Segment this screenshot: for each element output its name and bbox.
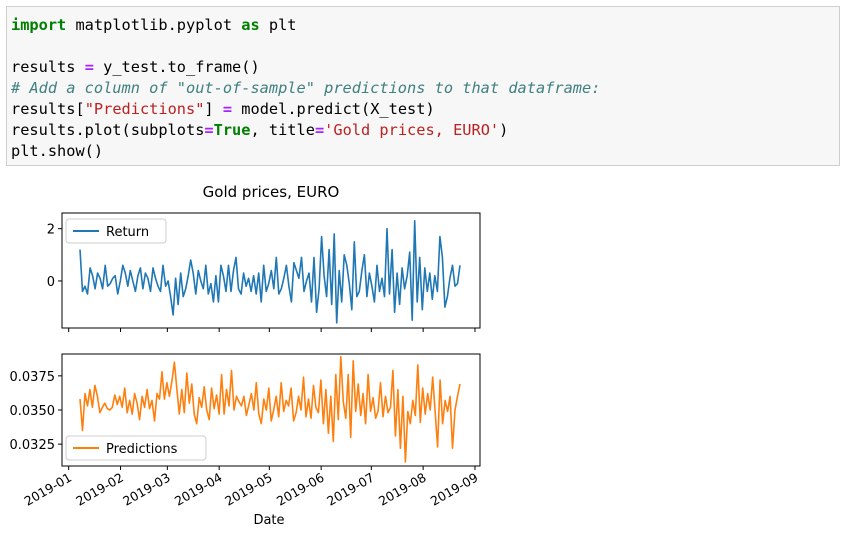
y-tick-label: 0.0325 (10, 438, 56, 453)
code-token: results.plot(subplots (11, 121, 205, 139)
code-line: plt.show() (11, 141, 600, 162)
code-line: results = y_test.to_frame() (11, 57, 600, 78)
x-tick-label: 2019-07 (324, 470, 377, 509)
code-token: # Add a column of "out-of-sample" predic… (11, 79, 601, 97)
legend-label: Return (106, 225, 149, 240)
code-token: , title (250, 121, 315, 139)
code-token: plt (259, 16, 297, 34)
chart-title: Gold prices, EURO (203, 183, 340, 201)
code-token: = (84, 58, 94, 76)
code-token: plt.show() (11, 142, 104, 160)
code-line (11, 36, 600, 57)
code-token: = (204, 121, 214, 139)
code-token: import (11, 16, 67, 34)
x-tick-label: 2019-05 (222, 470, 275, 509)
plot-output: Gold prices, EURO 0 2 Return 0.0325 0.0350 0.0… (0, 166, 842, 550)
code-token: as (241, 16, 260, 34)
y-tick-label: 0.0350 (10, 404, 56, 419)
x-tick-label: 2019-02 (73, 470, 126, 509)
code-line: results["Predictions"] = model.predict(X… (11, 99, 600, 120)
y-tick-label: 0.0375 (10, 370, 56, 385)
series-line-return (79, 219, 461, 324)
code-token: y_test.to_frame() (93, 58, 260, 76)
y-tick-label: 2 (47, 223, 55, 238)
legend-box (65, 435, 207, 461)
x-axis-label: Date (253, 513, 284, 528)
code-token: = (314, 121, 325, 139)
code-token: = (222, 100, 233, 118)
x-tick-label: 2019-01 (21, 470, 74, 509)
code-token: matplotlib.pyplot (66, 16, 242, 34)
x-tick-label: 2019-08 (376, 470, 429, 509)
code-line: import matplotlib.pyplot as plt (11, 15, 600, 36)
code-token: "Predictions" (84, 100, 205, 118)
y-tick-label: 0 (47, 275, 55, 290)
code-token: 'Gold prices, EURO' (324, 121, 500, 139)
code-token: results[ (11, 100, 85, 118)
subplot-frame (61, 212, 481, 329)
series-line-predictions (79, 355, 461, 463)
subplots-chart: Gold prices, EURO 0 2 Return 0.0325 0.0350 0.0… (10, 183, 481, 528)
code-token: model.predict(X_test) (232, 100, 435, 118)
code-token: results (11, 58, 85, 76)
code-token: ] (204, 100, 223, 118)
code-line: results.plot(subplots=True, title='Gold … (11, 120, 600, 141)
code-cell-input[interactable]: import matplotlib.pyplot as plt results … (6, 6, 840, 166)
x-tick-label: 2019-04 (172, 470, 225, 509)
code-line: # Add a column of "out-of-sample" predic… (11, 78, 600, 99)
legend-label: Predictions (106, 442, 178, 457)
x-tick-label: 2019-09 (428, 470, 481, 509)
legend-box (65, 218, 167, 244)
code-editor[interactable]: import matplotlib.pyplot as plt results … (11, 15, 600, 162)
code-token: True (213, 121, 251, 139)
x-tick-label: 2019-06 (274, 470, 327, 509)
code-token: ) (499, 121, 509, 139)
x-tick-label: 2019-03 (120, 470, 173, 509)
